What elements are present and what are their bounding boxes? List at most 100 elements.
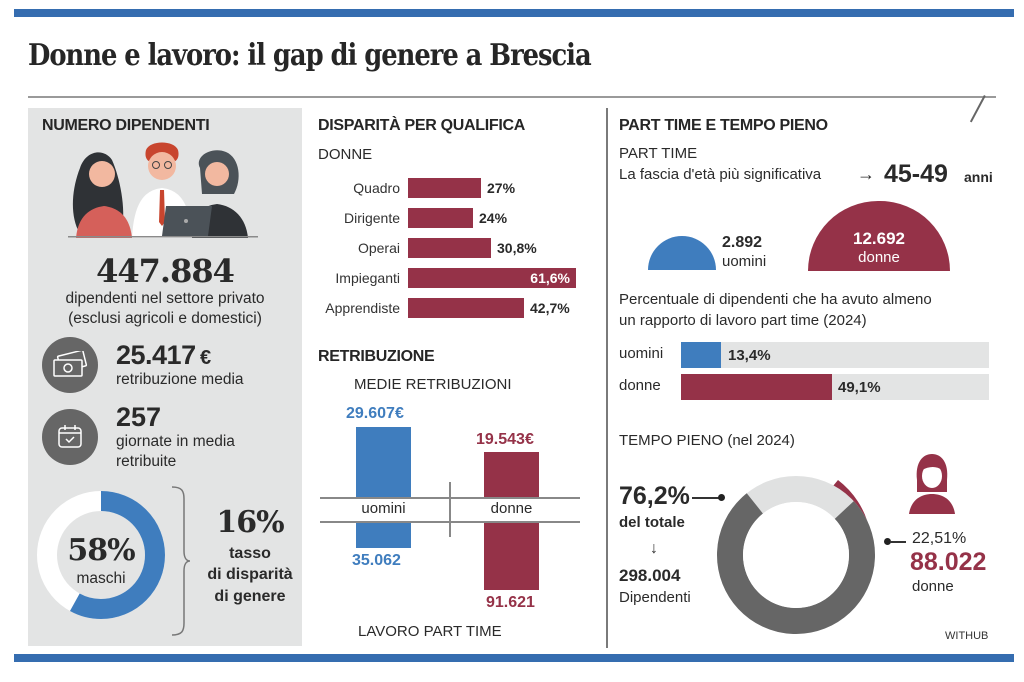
days-caption-1: giornate in media: [116, 433, 235, 450]
fulltime-total-caption: Dipendenti: [619, 589, 691, 606]
women-salary-bar: [484, 452, 539, 497]
pct-men-value: 13,4%: [728, 347, 771, 364]
donut-value: 58%: [67, 533, 135, 568]
total-caption-1: dipendenti nel settore privato: [65, 290, 265, 307]
retribuzione-subheading: MEDIE RETRIBUZIONI: [354, 376, 512, 393]
women-axis-label: donne: [490, 500, 533, 517]
column-divider: [606, 108, 608, 648]
top-accent-bar: [14, 9, 1014, 17]
pct-men-track: [681, 342, 989, 368]
women-parttime-label: donne: [858, 249, 900, 266]
parttime-heading: PART TIME E TEMPO PIENO: [619, 117, 828, 134]
qualifica-bar: [408, 208, 473, 228]
axis-center-tick: [449, 482, 451, 537]
qualifica-label: Dirigente: [343, 210, 400, 226]
retribuzione-heading: RETRIBUZIONE: [318, 348, 435, 365]
days-value: 257: [116, 402, 162, 432]
salary-unit: €: [200, 347, 212, 369]
gap-value: 16%: [216, 505, 284, 540]
fulltime-heading: TEMPO PIENO (nel 2024): [619, 432, 795, 449]
qualifica-label: Quadro: [353, 180, 400, 196]
left-heading: NUMERO DIPENDENTI: [42, 117, 210, 134]
salary-block: 25.417 €: [116, 340, 211, 371]
total-employees-value: 447.884: [96, 252, 235, 290]
qualifica-row-dirigente: Dirigente 24%: [318, 208, 507, 228]
men-salary-value: 29.607€: [346, 405, 404, 422]
fulltime-women-label: donne: [912, 578, 954, 595]
gap-caption-3: di genere: [214, 588, 286, 605]
woman-avatar-icon: [909, 454, 955, 514]
donut-label: maschi: [76, 570, 126, 587]
title-rule-slash: [969, 95, 986, 123]
days-caption-2: retribuite: [116, 453, 177, 470]
fulltime-pct-leader-dot: [718, 494, 725, 501]
men-parttime-label: uomini: [722, 253, 767, 270]
pct-men-bar: [681, 342, 721, 368]
qualifica-bar: [408, 178, 481, 198]
arrow-down-icon: ↓: [650, 540, 658, 557]
qualifica-bar: [408, 298, 524, 318]
qualifica-value: 61,6%: [530, 270, 570, 286]
pct-women-value: 49,1%: [838, 379, 881, 396]
age-text: La fascia d'età più significativa: [619, 166, 822, 183]
women-leader-dot: [884, 538, 891, 545]
gap-caption-1: tasso: [229, 545, 271, 562]
salary-caption: retribuzione media: [116, 371, 244, 388]
women-parttime-count: 12.692: [853, 229, 905, 248]
gap-caption-2: di disparità: [207, 566, 293, 583]
fulltime-pct-leader-line: [692, 497, 720, 499]
age-value: 45-49: [884, 160, 948, 188]
men-parttime-value: 35.062: [352, 552, 401, 569]
qualifica-label: Apprendiste: [325, 300, 400, 316]
age-unit: anni: [964, 169, 993, 185]
brace-icon: [171, 486, 191, 636]
fulltime-pct-value: 76,2%: [619, 482, 690, 510]
pct-women-bar: [681, 374, 832, 400]
calendar-check-icon: [42, 409, 98, 465]
qualifica-value: 27%: [487, 180, 516, 196]
qualifica-row-apprendiste: Apprendiste 42,7%: [318, 298, 570, 318]
qualifica-row-operai: Operai 30,8%: [318, 238, 537, 258]
total-caption-2: (esclusi agricoli e domestici): [68, 310, 262, 327]
pct-caption-1: Percentuale di dipendenti che ha avuto a…: [619, 291, 932, 308]
fulltime-total-value: 298.004: [619, 566, 681, 585]
men-axis-label: uomini: [361, 500, 406, 517]
women-parttime-value: 91.621: [486, 594, 535, 611]
qualifica-value: 30,8%: [497, 240, 537, 256]
pct-men-label: uomini: [619, 345, 664, 362]
qualifica-row-impieganti: Impieganti 61,6%: [318, 268, 576, 288]
men-parttime-count: 2.892: [722, 234, 763, 251]
source-credit: WITHUB: [945, 630, 989, 642]
pct-women-label: donne: [619, 377, 661, 394]
gender-donut-chart: [37, 491, 165, 619]
qualifica-value: 42,7%: [530, 300, 570, 316]
fulltime-pct-caption: del totale: [619, 514, 685, 531]
qualifica-row-quadro: Quadro 27%: [318, 178, 515, 198]
qualifica-label: Operai: [357, 240, 400, 256]
women-leader-line: [890, 541, 906, 543]
qualifica-value: 24%: [479, 210, 508, 226]
men-parttime-bar: [356, 523, 411, 548]
salary-value: 25.417: [116, 340, 196, 370]
qualifica-heading: DISPARITÀ PER QUALIFICA: [318, 117, 526, 134]
bottom-accent-bar: [14, 654, 1014, 662]
page-title: Donne e lavoro: il gap di genere a Bresc…: [28, 38, 592, 73]
qualifica-bar: 61,6%: [408, 268, 576, 288]
parttime-footer: LAVORO PART TIME: [358, 623, 502, 640]
men-parttime-semicircle: [648, 236, 716, 270]
qualifica-label: Impieganti: [335, 270, 400, 286]
title-rule: [28, 96, 996, 98]
qualifica-bar: [408, 238, 491, 258]
women-salary-value: 19.543€: [476, 431, 534, 448]
qualifica-subheading: DONNE: [318, 146, 373, 163]
men-salary-bar: [356, 427, 411, 497]
people-illustration-icon: [68, 142, 258, 238]
money-icon: [42, 337, 98, 393]
fulltime-donut-chart: [717, 476, 875, 634]
fulltime-women-pct: 22,51%: [912, 530, 967, 547]
arrow-right-icon: →: [857, 164, 875, 184]
pct-caption-2: un rapporto di lavoro part time (2024): [619, 312, 867, 329]
fulltime-women-count: 88.022: [910, 548, 987, 576]
women-parttime-bar: [484, 523, 539, 590]
parttime-label: PART TIME: [619, 145, 698, 162]
